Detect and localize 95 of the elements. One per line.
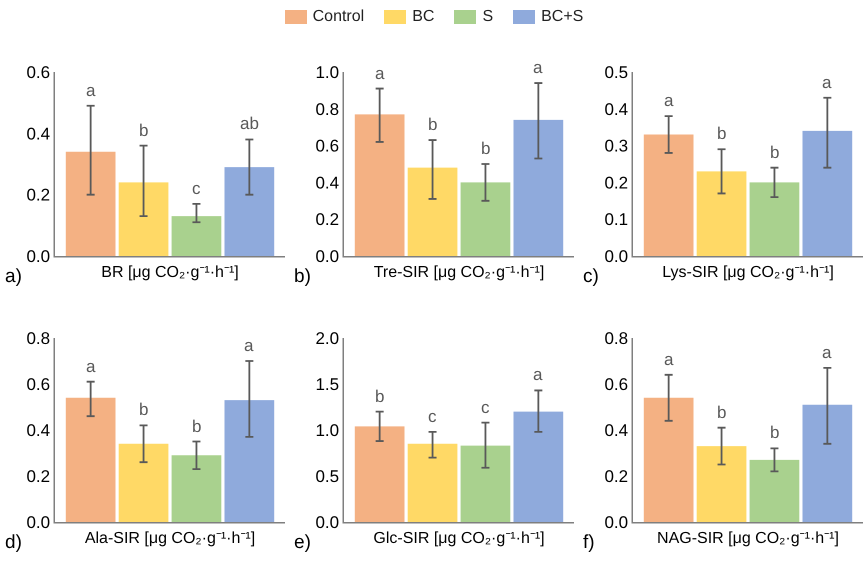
y-tick-label: 0.6 bbox=[604, 374, 628, 394]
bar bbox=[224, 167, 274, 256]
data-label: b bbox=[375, 387, 384, 406]
data-label: c bbox=[428, 407, 437, 426]
data-label: c bbox=[481, 398, 490, 417]
text: d) bbox=[5, 532, 22, 553]
bar bbox=[118, 182, 168, 256]
data-label: b bbox=[192, 417, 202, 436]
y-tick-label: 0.5 bbox=[604, 62, 628, 82]
y-tick-label: 1.5 bbox=[315, 374, 340, 394]
text: c) bbox=[583, 266, 599, 287]
y-tick-label: 0.6 bbox=[315, 136, 340, 156]
y-tick-label: 0.4 bbox=[604, 100, 628, 119]
bar bbox=[802, 130, 852, 256]
y-tick-label: 0.0 bbox=[315, 246, 340, 266]
text: f) bbox=[583, 532, 595, 553]
bar bbox=[354, 426, 405, 522]
bar bbox=[696, 171, 746, 256]
data-label: b bbox=[428, 115, 438, 134]
bar bbox=[172, 455, 222, 522]
bar bbox=[224, 400, 274, 522]
y-tick-label: 0.4 bbox=[26, 124, 50, 144]
bar bbox=[513, 120, 564, 256]
bar bbox=[644, 134, 694, 256]
data-label: a bbox=[533, 58, 543, 77]
y-tick-label: 0.6 bbox=[26, 62, 50, 82]
data-label: a bbox=[533, 365, 543, 384]
data-label: b bbox=[717, 403, 726, 422]
data-label: a bbox=[822, 343, 832, 362]
y-tick-label: 1.0 bbox=[315, 420, 340, 440]
y-tick-label: 0.4 bbox=[26, 420, 50, 440]
data-label: b bbox=[770, 143, 780, 162]
y-tick-label: 0.2 bbox=[315, 210, 340, 230]
y-tick-label: 0.8 bbox=[604, 328, 628, 348]
legend-label: BC+S bbox=[541, 8, 584, 26]
data-label: ab bbox=[240, 114, 259, 133]
data-label: b bbox=[481, 139, 490, 158]
bar bbox=[513, 412, 564, 522]
text: e) bbox=[294, 532, 311, 553]
bar bbox=[460, 182, 510, 256]
y-tick-label: 0.2 bbox=[604, 173, 628, 192]
y-tick-label: 0.1 bbox=[604, 210, 628, 230]
bar bbox=[750, 182, 800, 256]
bar bbox=[802, 404, 852, 522]
bar bbox=[750, 460, 800, 522]
y-tick-label: 0.0 bbox=[26, 512, 50, 532]
y-tick-label: 0.2 bbox=[26, 186, 50, 205]
bar bbox=[408, 168, 458, 256]
data-label: a bbox=[86, 81, 96, 100]
y-tick-label: 0.0 bbox=[26, 246, 50, 266]
data-label: a bbox=[244, 336, 254, 355]
y-tick-label: 0.0 bbox=[604, 246, 628, 266]
bar bbox=[118, 444, 168, 522]
x-axis-title: Lys-SIR [μg CO₂·g⁻¹·h⁻¹] bbox=[662, 264, 834, 282]
y-tick-label: 0.3 bbox=[604, 136, 628, 156]
bar bbox=[644, 398, 694, 522]
x-axis-title: Glc-SIR [μg CO₂·g⁻¹·h⁻¹] bbox=[373, 530, 545, 548]
y-tick-label: 2.0 bbox=[315, 328, 340, 348]
bar bbox=[408, 444, 458, 522]
data-label: a bbox=[664, 350, 674, 369]
x-axis-title: BR [μg CO₂·g⁻¹·h⁻¹] bbox=[101, 264, 239, 282]
y-tick-label: 0.8 bbox=[315, 100, 340, 119]
data-label: b bbox=[139, 400, 148, 419]
bar bbox=[172, 216, 222, 256]
data-label: a bbox=[664, 91, 674, 110]
legend-label: BC bbox=[412, 8, 434, 26]
data-label: a bbox=[86, 357, 96, 376]
y-tick-label: 0.0 bbox=[315, 512, 340, 532]
y-tick-label: 1.0 bbox=[315, 62, 340, 82]
data-label: a bbox=[822, 73, 832, 92]
y-tick-label: 0.5 bbox=[315, 466, 340, 486]
y-tick-label: 0.4 bbox=[604, 420, 628, 440]
y-tick-label: 0.8 bbox=[26, 328, 50, 348]
bar bbox=[66, 398, 116, 522]
y-tick-label: 0.6 bbox=[26, 374, 50, 394]
x-axis-title: Ala-SIR [μg CO₂·g⁻¹·h⁻¹] bbox=[84, 530, 256, 548]
x-axis-title: NAG-SIR [μg CO₂·g⁻¹·h⁻¹] bbox=[657, 530, 839, 548]
data-label: c bbox=[192, 179, 201, 198]
y-tick-label: 0.2 bbox=[604, 466, 628, 486]
legend-label: Control bbox=[312, 8, 364, 26]
text: b) bbox=[294, 266, 311, 287]
y-tick-label: 0.4 bbox=[315, 173, 340, 192]
bar bbox=[66, 152, 116, 256]
data-label: a bbox=[375, 64, 385, 83]
text: a) bbox=[5, 266, 22, 287]
bar bbox=[354, 114, 405, 256]
legend-label: S bbox=[482, 8, 494, 26]
x-axis-title: Tre-SIR [μg CO₂·g⁻¹·h⁻¹] bbox=[374, 264, 544, 282]
data-label: b bbox=[717, 124, 726, 143]
bar bbox=[460, 446, 510, 522]
y-tick-label: 0.2 bbox=[26, 466, 50, 486]
data-label: b bbox=[139, 121, 148, 140]
bar bbox=[696, 446, 746, 522]
y-tick-label: 0.0 bbox=[604, 512, 628, 532]
data-label: b bbox=[770, 423, 780, 442]
